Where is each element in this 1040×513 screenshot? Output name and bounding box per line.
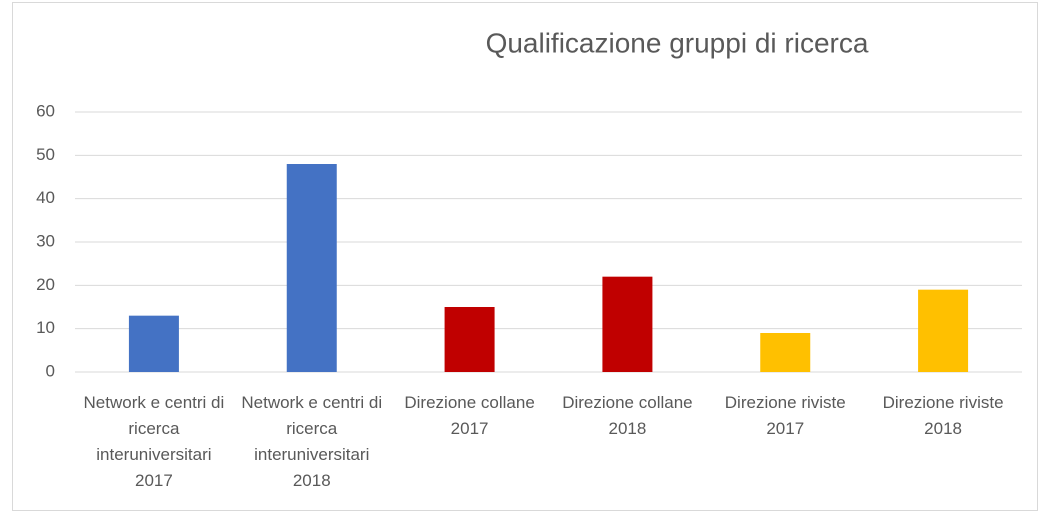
bar [918,289,969,372]
bar [760,333,811,372]
bar [444,307,495,372]
chart-title: Qualificazione gruppi di ricerca [486,27,869,58]
bar [128,315,179,372]
y-tick-label: 50 [36,145,55,164]
y-tick-label: 40 [36,188,55,207]
x-tick-label: Network e centri di ricerca interunivers… [241,393,383,490]
x-tick-label: Network e centri di ricerca interunivers… [83,393,225,490]
y-tick-label: 0 [46,361,55,380]
y-tick-label: 30 [36,231,55,250]
y-tick-label: 10 [36,318,55,337]
bar [602,276,653,372]
x-tick-label: Direzione collane 2017 [404,393,535,438]
x-tick-label: Direzione riviste 2017 [724,393,846,438]
y-tick-label: 60 [36,101,55,120]
bar [286,164,337,372]
x-tick-label: Direzione collane 2018 [562,393,693,438]
chart-frame [12,2,1038,511]
y-tick-label: 20 [36,275,55,294]
x-tick-label: Direzione riviste 2018 [882,393,1004,438]
